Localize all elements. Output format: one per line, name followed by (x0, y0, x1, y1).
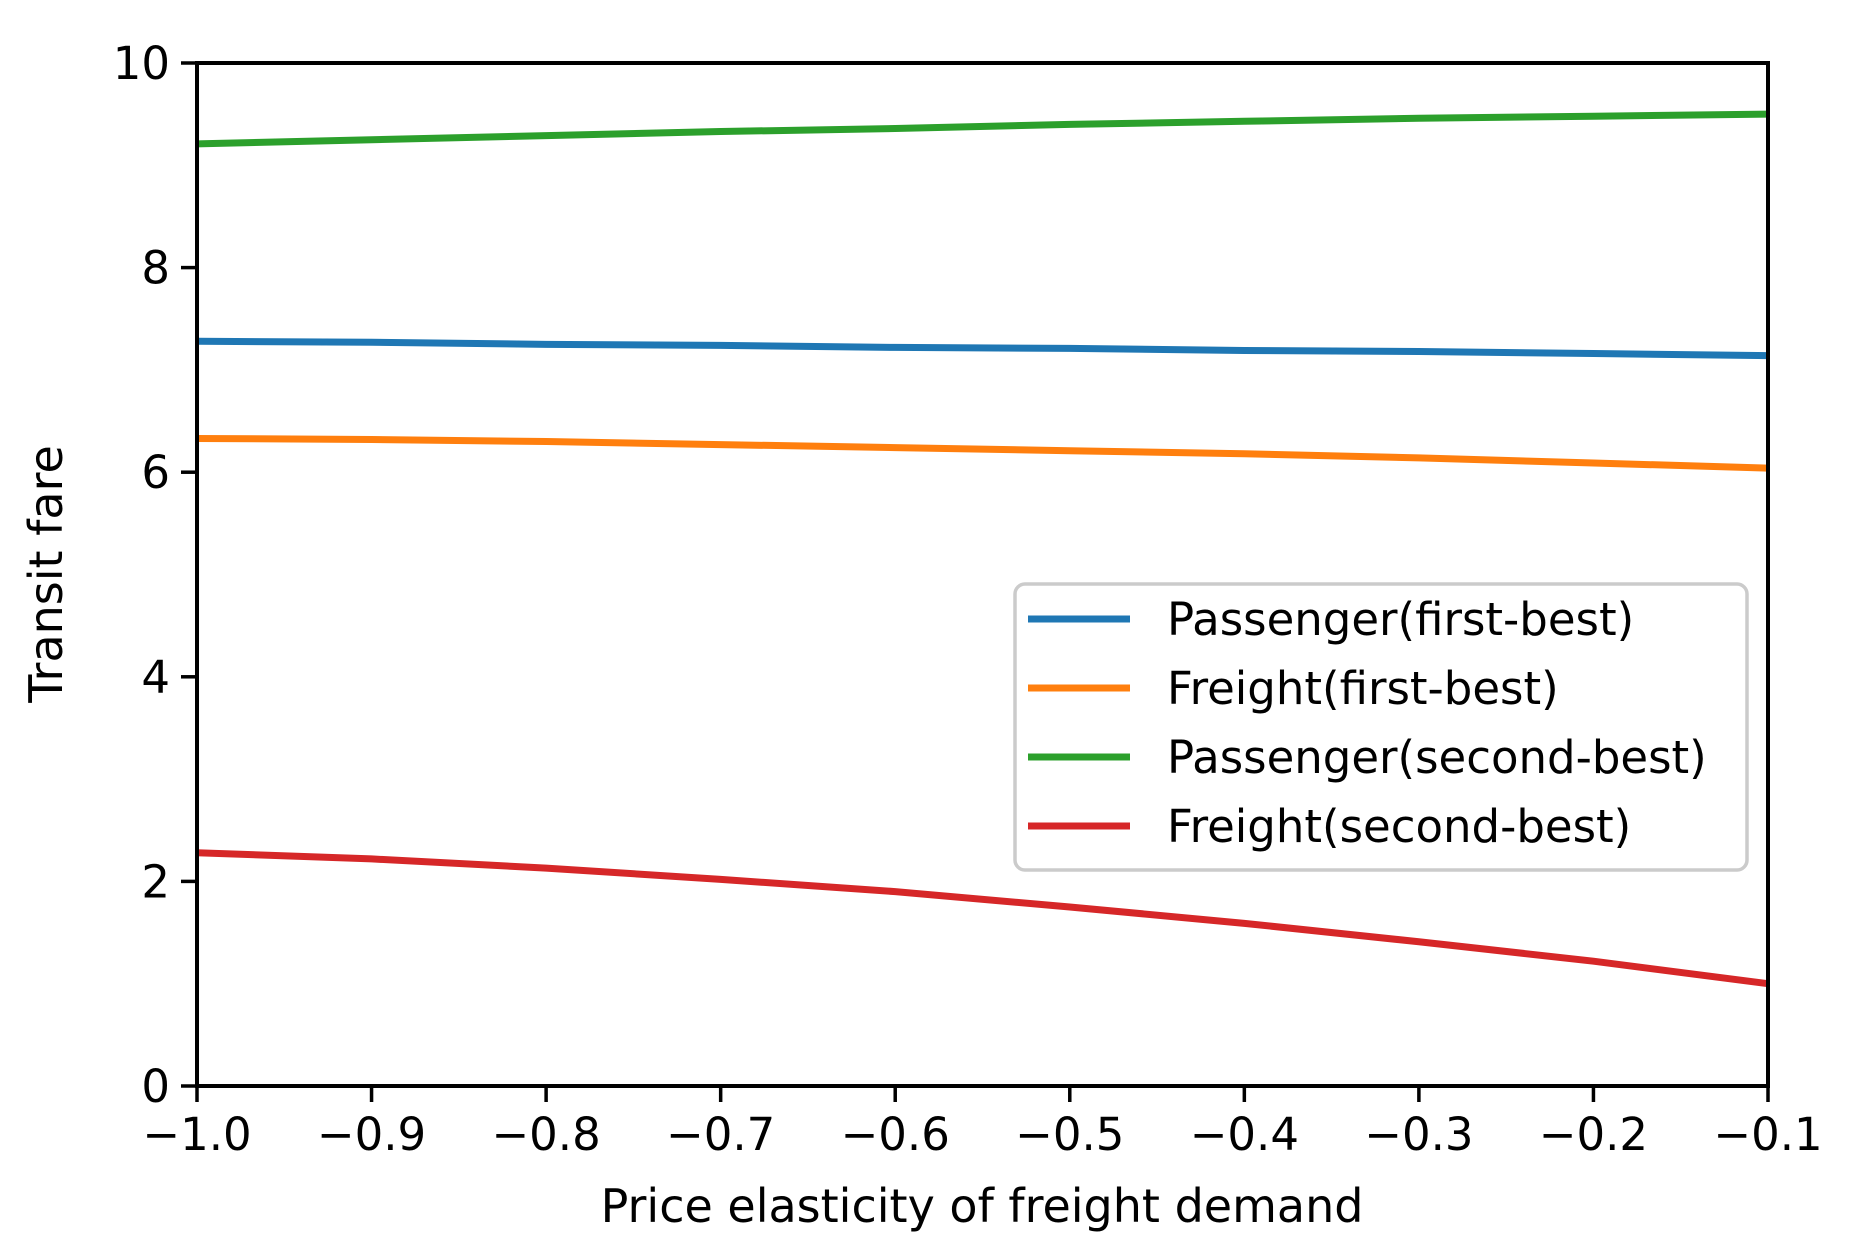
legend-label-passenger-second-best: Passenger(second-best) (1167, 731, 1707, 784)
series-line-freight-second-best (196, 849, 1769, 988)
x-tick-label: −0.1 (1713, 1108, 1822, 1161)
series-line-freight-first-best (196, 434, 1769, 472)
y-tick-label: 2 (141, 855, 170, 908)
x-tick-label: −0.3 (1364, 1108, 1473, 1161)
y-tick-label: 0 (141, 1060, 170, 1113)
x-axis-label: Price elasticity of freight demand (601, 1179, 1364, 1233)
x-tick-label: −0.8 (491, 1108, 600, 1161)
y-tick-label: 6 (141, 446, 170, 499)
plot-border (195, 61, 1770, 1088)
legend-label-freight-second-best: Freight(second-best) (1167, 800, 1631, 853)
legend-label-freight-first-best: Freight(first-best) (1167, 662, 1559, 715)
x-tick-label: −1.0 (142, 1108, 251, 1161)
x-tick-label: −0.5 (1015, 1108, 1124, 1161)
series-line-passenger-second-best (196, 110, 1769, 148)
x-tick-label: −0.9 (317, 1108, 426, 1161)
x-tick-label: −0.4 (1190, 1108, 1299, 1161)
legend: Passenger(first-best) Freight(first-best)… (1013, 582, 1749, 872)
y-axis-label: Transit fare (19, 445, 73, 704)
x-tick-label: −0.6 (841, 1108, 950, 1161)
y-tick-label: 4 (141, 651, 170, 704)
x-tick-label: −0.7 (666, 1108, 775, 1161)
y-tick-label: 10 (113, 37, 170, 90)
axis-ticks: −1.0 −0.9 −0.8 −0.7 −0.6 −0.5 −0.4 −0.3 −0.2 −0.1… (113, 37, 1823, 1161)
series-line-passenger-first-best (196, 337, 1769, 360)
x-tick-label: −0.2 (1539, 1108, 1648, 1161)
y-tick-label: 8 (141, 242, 170, 295)
data-series (196, 110, 1769, 988)
legend-label-passenger-first-best: Passenger(first-best) (1167, 593, 1634, 646)
legend-box (1013, 582, 1749, 872)
